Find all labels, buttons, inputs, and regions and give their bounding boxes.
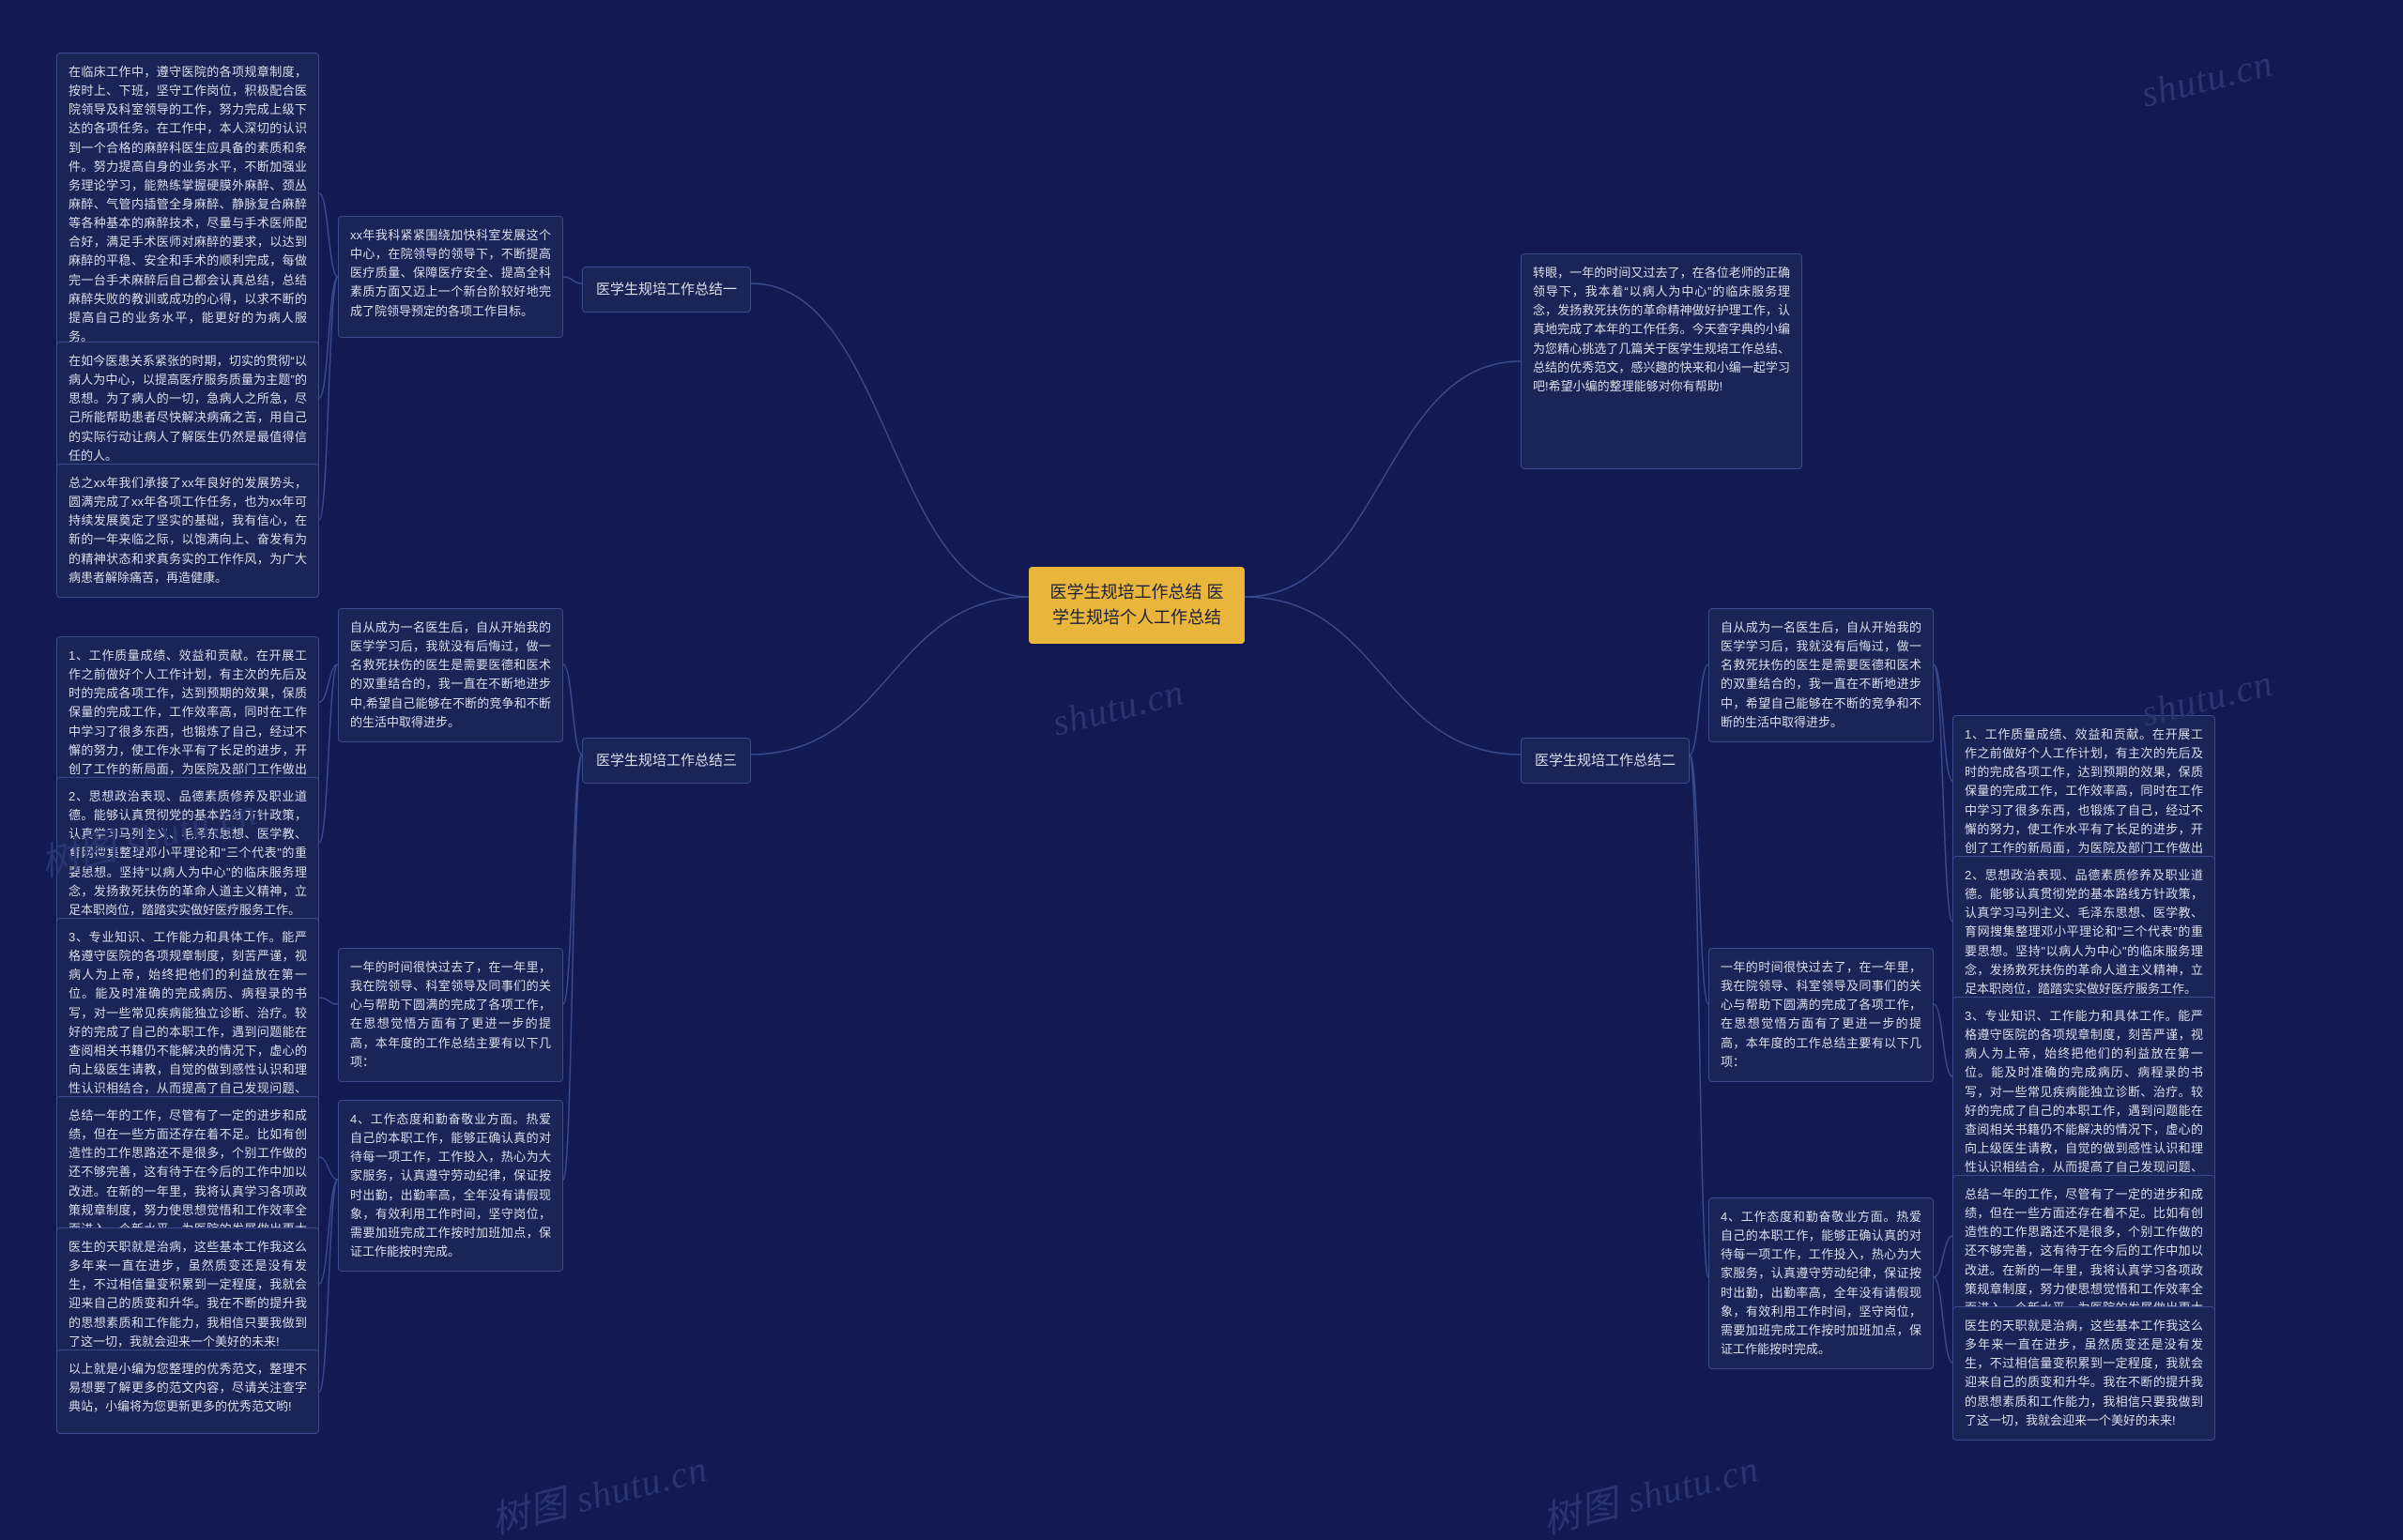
edge [319,277,338,520]
edge [563,755,582,1180]
section-node[interactable]: 医学生规培工作总结二 [1521,738,1690,784]
leaf-node[interactable]: 2、思想政治表现、品德素质修养及职业道德。能够认真贯彻党的基本路线方针政策，认真… [1952,856,2215,1009]
edge [319,193,338,277]
edge [319,998,338,1004]
edge [1934,664,1952,922]
leaf-node[interactable]: 2、思想政治表现、品德素质修养及职业道德。能够认真贯彻党的基本路线方针政策，认真… [56,777,319,930]
leaf-node[interactable]: 转眼，一年的时间又过去了，在各位老师的正确领导下，我本着“以病人为中心”的临床服… [1521,253,1802,469]
leaf-node[interactable]: 一年的时间很快过去了，在一年里，我在院领导、科室领导及同事们的关心与帮助下圆满的… [1708,948,1934,1082]
section-node[interactable]: 医学生规培工作总结三 [582,738,751,784]
edge [751,597,1029,755]
leaf-node[interactable]: 4、工作态度和勤奋敬业方面。热爱自己的本职工作，能够正确认真的对待每一项工作，工… [1708,1197,1934,1369]
watermark: shutu.cn [1048,669,1188,744]
edge [1934,1236,1952,1277]
edge [319,1180,338,1284]
edge [319,664,338,843]
leaf-node[interactable]: 医生的天职就是治病，这些基本工作我这么多年来一直在进步，虽然质变还是没有发生，不… [56,1227,319,1362]
watermark: shutu.cn [2136,40,2277,115]
edge [1934,1277,1952,1363]
watermark: 树图 shutu.cn [1536,1438,1763,1540]
leaf-node[interactable]: 一年的时间很快过去了，在一年里，我在院领导、科室领导及同事们的关心与帮助下圆满的… [338,948,563,1082]
edge [751,283,1029,597]
edge [319,664,338,702]
edge [1690,664,1708,755]
edge [1934,1004,1952,1076]
leaf-node[interactable]: xx年我科紧紧围绕加快科室发展这个中心，在院领导的领导下，不断提高医疗质量、保障… [338,216,563,338]
edge [1690,755,1708,1277]
leaf-node[interactable]: 在临床工作中，遵守医院的各项规章制度，按时上、下班，坚守工作岗位，积极配合医院领… [56,53,319,357]
root-node[interactable]: 医学生规培工作总结 医学生规培个人工作总结 [1029,567,1245,644]
leaf-node[interactable]: 自从成为一名医生后，自从开始我的医学学习后，我就没有后悔过，做一名救死扶伤的医生… [338,608,563,742]
mindmap-canvas: 医学生规培工作总结 医学生规培个人工作总结医学生规培工作总结一医学生规培工作总结… [0,0,2403,1540]
edge [563,664,582,755]
watermark: 树图 shutu.cn [484,1438,712,1540]
edge [563,277,582,283]
leaf-node[interactable]: 在如今医患关系紧张的时期，切实的贯彻“以病人为中心，以提高医疗服务质量为主题”的… [56,342,319,476]
leaf-node[interactable]: 医生的天职就是治病，这些基本工作我这么多年来一直在进步，虽然质变还是没有发生，不… [1952,1306,2215,1441]
edge [1690,755,1708,1004]
section-node[interactable]: 医学生规培工作总结一 [582,267,751,313]
leaf-node[interactable]: 4、工作态度和勤奋敬业方面。热爱自己的本职工作，能够正确认真的对待每一项工作，工… [338,1100,563,1272]
edge [1934,664,1952,781]
edge [1245,597,1521,755]
leaf-node[interactable]: 总之xx年我们承接了xx年良好的发展势头，圆满完成了xx年各项工作任务，也为xx… [56,464,319,598]
leaf-node[interactable]: 以上就是小编为您整理的优秀范文，整理不易想要了解更多的范文内容，尽请关注查字典站… [56,1349,319,1434]
edge [563,755,582,1004]
edge [319,277,338,398]
edge [319,1157,338,1180]
leaf-node[interactable]: 自从成为一名医生后，自从开始我的医学学习后，我就没有后悔过，做一名救死扶伤的医生… [1708,608,1934,742]
edge [1245,361,1521,597]
edge [319,1180,338,1392]
